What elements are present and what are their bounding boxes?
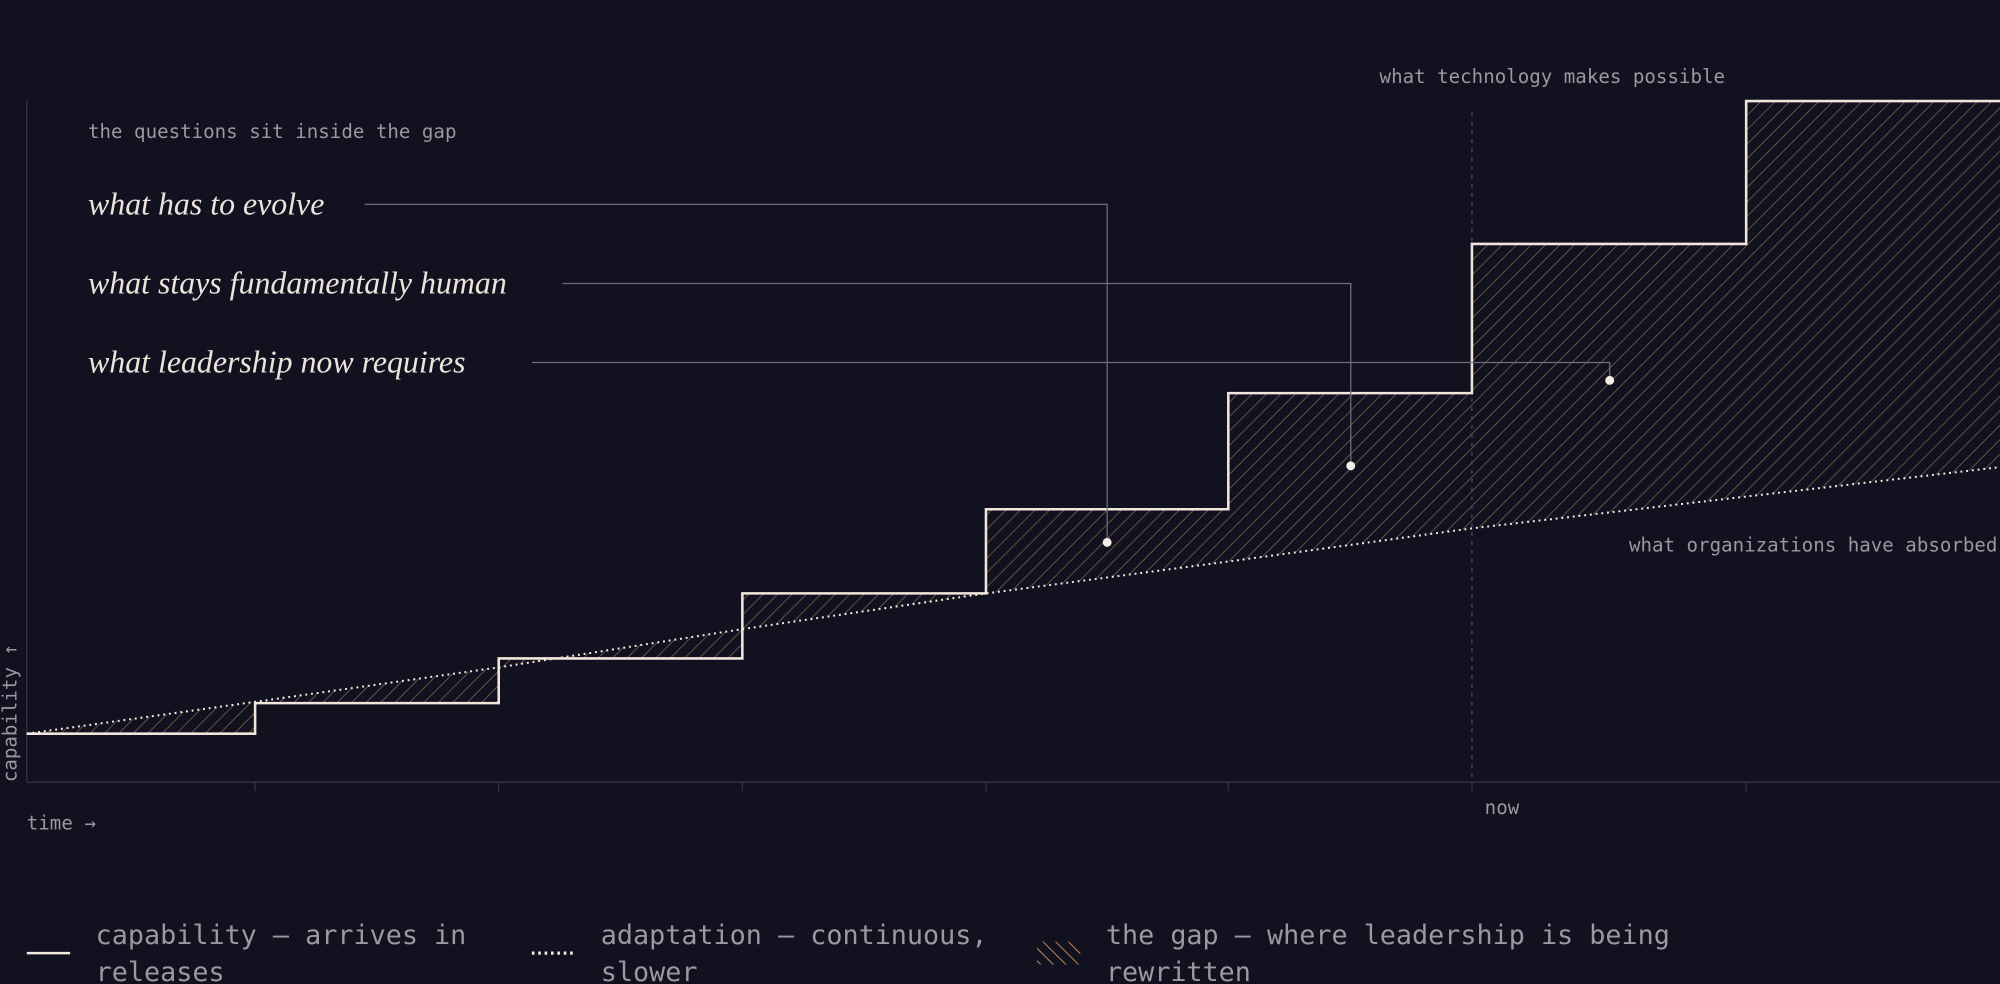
legend-text: the gap — where leadership is being — [1106, 920, 1670, 951]
legend-text: adaptation — continuous, — [601, 920, 988, 951]
gap-area — [26, 101, 2000, 734]
legend-text: rewritten — [1106, 957, 1251, 984]
legend: capability — arrives in releases adaptat… — [96, 920, 1670, 984]
question: what leadership now requires — [88, 345, 465, 380]
top-label: what technology makes possible — [1380, 65, 1725, 88]
legend-swatch-gap — [1036, 941, 1081, 965]
x-axis-label: time → — [27, 811, 96, 834]
legend-text: releases — [96, 957, 225, 984]
question-dots — [1102, 375, 1615, 547]
question: what has to evolve — [88, 187, 324, 222]
legend-text: slower — [601, 957, 698, 984]
adaptation-line — [26, 466, 2000, 735]
legend-text: capability — arrives in — [96, 920, 467, 951]
now-label: now — [1485, 796, 1520, 819]
leader-lines — [364, 203, 1611, 543]
x-ticks — [254, 782, 1747, 792]
capability-steps — [26, 99, 2000, 735]
bottom-label: what organizations have absorbed — [1629, 533, 1997, 556]
y-axis-label: capability ↑ — [0, 644, 22, 782]
questions-intro: the questions sit inside the gap — [88, 120, 456, 143]
question: what stays fundamentally human — [88, 266, 507, 301]
